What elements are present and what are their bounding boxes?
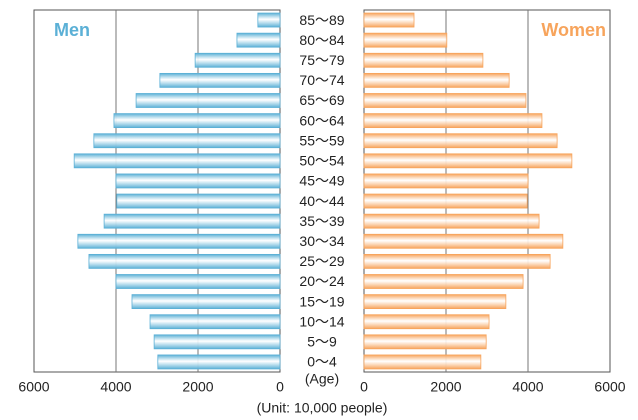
bar <box>88 253 281 269</box>
bar <box>257 12 281 28</box>
bar <box>93 133 281 149</box>
bar <box>157 354 281 370</box>
x-tick-label: 4000 <box>100 379 131 395</box>
bar <box>363 274 524 289</box>
bar <box>363 253 551 269</box>
bar <box>135 93 281 108</box>
left-panel <box>33 9 281 373</box>
category-label: 75〜79 <box>299 52 344 68</box>
category-label: 85〜89 <box>299 12 344 28</box>
bar <box>363 193 528 209</box>
x-tick-label: 2000 <box>182 379 213 395</box>
x-tick-label: 6000 <box>594 379 625 395</box>
bar <box>363 213 540 229</box>
category-label: 20〜24 <box>299 273 344 289</box>
bar <box>363 334 487 350</box>
bar <box>363 72 510 88</box>
bar <box>77 233 281 249</box>
category-label: 65〜69 <box>299 92 344 108</box>
bar <box>363 233 564 249</box>
bar <box>115 274 281 289</box>
bar <box>363 173 529 189</box>
bar <box>159 72 281 88</box>
bar <box>236 32 281 48</box>
x-tick-label: 4000 <box>512 379 543 395</box>
y-axis-label: (Age) <box>305 371 339 387</box>
category-label: 50〜54 <box>299 153 344 169</box>
x-axis-label: (Unit: 10,000 people) <box>257 400 388 416</box>
category-label: 55〜59 <box>299 132 344 148</box>
bar <box>149 314 281 330</box>
bar <box>115 173 281 189</box>
category-label: 5〜9 <box>307 334 337 350</box>
category-label: 15〜19 <box>299 293 344 309</box>
bar <box>363 52 484 68</box>
x-tick-label: 0 <box>360 379 368 395</box>
category-label: 10〜14 <box>299 313 344 329</box>
legend-label: Men <box>54 20 90 40</box>
bar <box>363 113 543 129</box>
category-label: 35〜39 <box>299 213 344 229</box>
legend-label: Women <box>541 20 606 40</box>
category-label: 40〜44 <box>299 193 344 209</box>
x-tick-label: 0 <box>276 379 284 395</box>
category-label: 0〜4 <box>307 354 337 370</box>
category-label: 30〜34 <box>299 233 344 249</box>
bar <box>363 314 490 330</box>
x-tick-label: 2000 <box>430 379 461 395</box>
bar <box>153 334 281 350</box>
bar <box>116 193 281 209</box>
x-tick-label: 6000 <box>18 379 49 395</box>
bar <box>363 294 507 310</box>
category-label: 60〜64 <box>299 112 344 128</box>
category-label: 80〜84 <box>299 32 344 48</box>
bar <box>363 133 558 149</box>
bar <box>363 12 415 28</box>
category-label: 70〜74 <box>299 72 344 88</box>
bar <box>113 113 281 129</box>
bar <box>363 32 448 48</box>
bar <box>363 153 573 169</box>
bar <box>363 354 482 370</box>
bar <box>131 294 281 310</box>
right-panel <box>363 9 611 373</box>
category-label: 25〜29 <box>299 253 344 269</box>
bar <box>73 153 281 169</box>
bar <box>363 93 527 108</box>
bar <box>103 213 281 229</box>
category-label: 45〜49 <box>299 173 344 189</box>
bar <box>194 52 281 68</box>
